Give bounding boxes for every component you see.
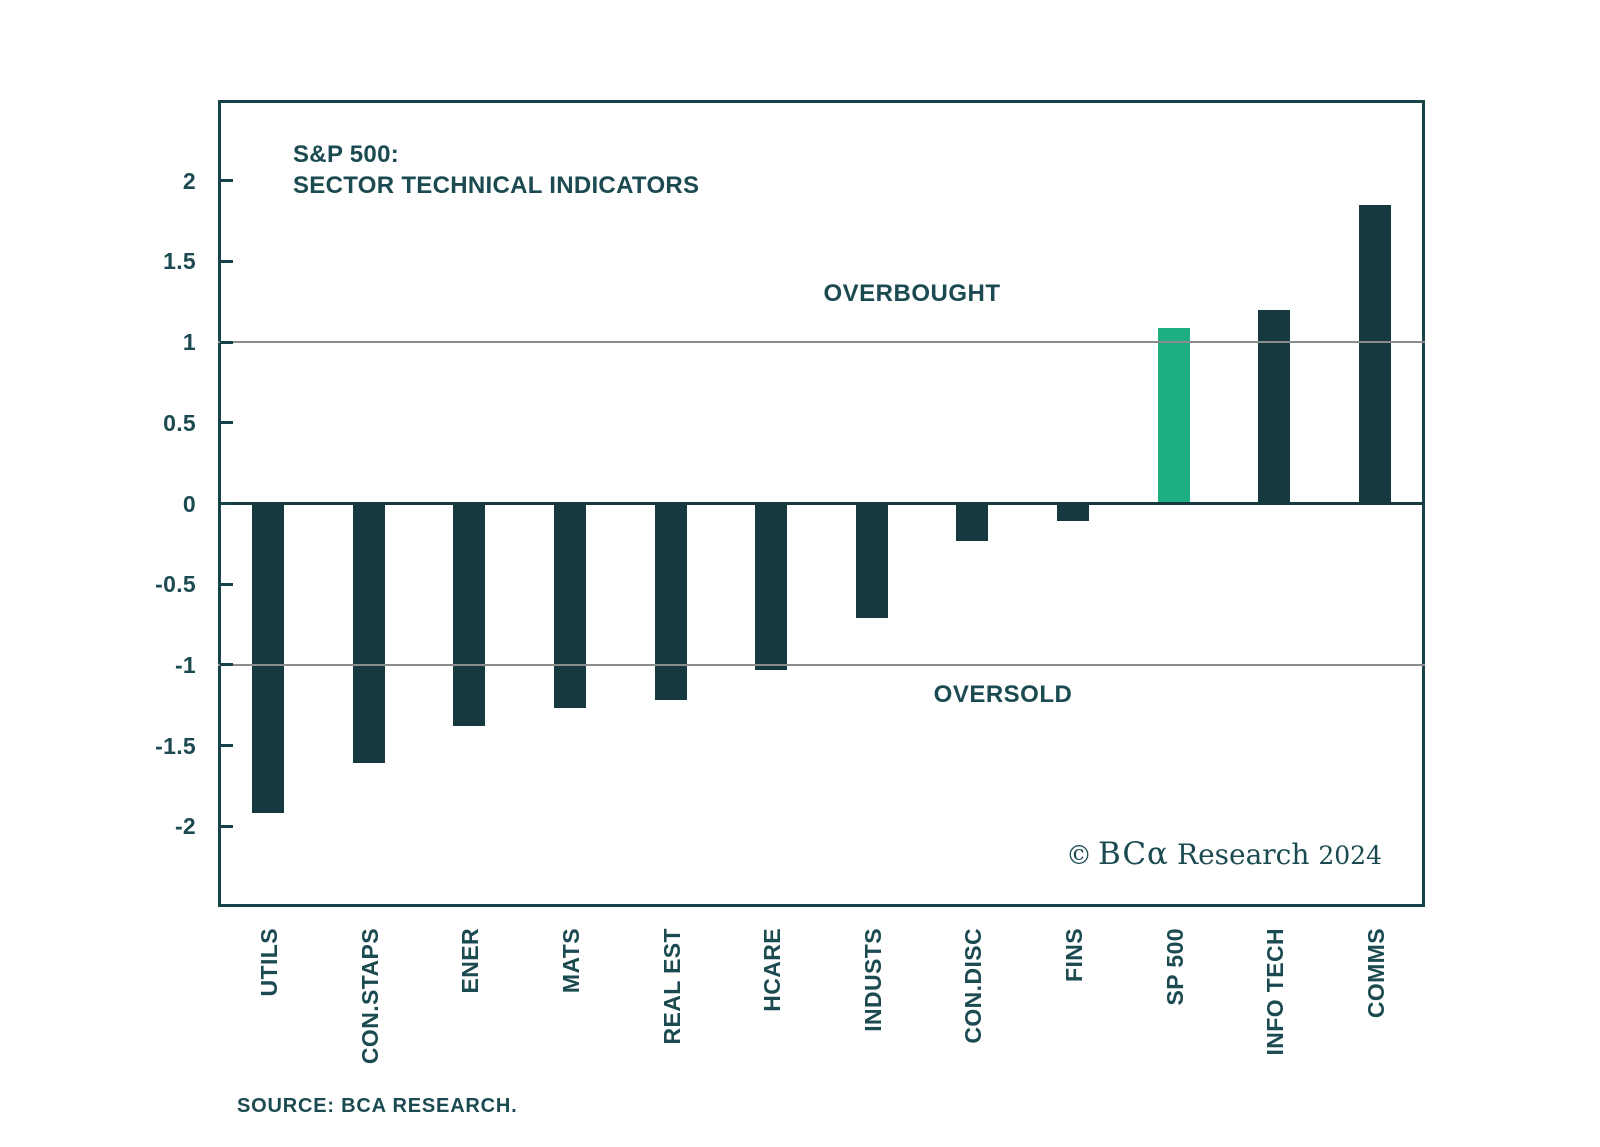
y-tick-0-5 — [220, 421, 233, 425]
x-label-ener: ENER — [457, 928, 484, 994]
chart-title-line1: S&P 500: — [293, 141, 400, 168]
bar-con-disc — [956, 503, 989, 541]
x-label-con-disc: CON.DISC — [960, 928, 987, 1044]
y-tick-1-5 — [220, 259, 233, 263]
y-tick-1 — [220, 340, 233, 344]
copyright-year: 2024 — [1318, 841, 1382, 870]
bar-ener — [453, 503, 486, 727]
gridline-minus-1 — [218, 663, 1425, 666]
oversold-label: OVERSOLD — [933, 681, 1073, 708]
y-tick-label-1: 1 — [182, 329, 196, 356]
y-tick-1 — [220, 663, 233, 667]
y-tick-label-0: 0 — [182, 490, 196, 517]
bar-info-tech — [1258, 309, 1291, 504]
source-note: SOURCE: BCA RESEARCH. — [237, 1095, 518, 1117]
x-label-real-est: REAL EST — [658, 928, 685, 1045]
y-tick-label-0-5: -0.5 — [155, 571, 196, 598]
zero-axis-line — [218, 502, 1425, 505]
x-label-utils: UTILS — [256, 928, 283, 997]
y-tick-label-1-5: -1.5 — [155, 732, 196, 759]
y-tick-0 — [220, 502, 233, 505]
x-label-fins: FINS — [1060, 928, 1087, 982]
copyright-symbol: © — [1065, 841, 1092, 871]
bar-hcare — [755, 503, 788, 670]
y-tick-2 — [220, 824, 233, 828]
copyright-notice: © BCα Research 2024 — [1066, 836, 1382, 872]
x-label-sp-500: SP 500 — [1161, 928, 1188, 1006]
chart-title-line2: SECTOR TECHNICAL INDICATORS — [293, 172, 700, 199]
bar-sp-500 — [1157, 327, 1190, 504]
bar-con-staps — [352, 503, 385, 764]
bar-fins — [1056, 503, 1089, 522]
x-label-info-tech: INFO TECH — [1262, 928, 1289, 1056]
x-label-con-staps: CON.STAPS — [356, 928, 383, 1065]
x-label-industs: INDUSTS — [859, 928, 886, 1032]
bar-real-est — [654, 503, 687, 701]
y-tick-label-1-5: 1.5 — [163, 248, 196, 275]
y-tick-2 — [220, 179, 233, 183]
chart-title: S&P 500: SECTOR TECHNICAL INDICATORS — [293, 139, 699, 201]
brand-name: Research — [1176, 838, 1310, 871]
bar-utils — [252, 503, 285, 814]
x-label-comms: COMMS — [1362, 928, 1389, 1019]
bar-mats — [554, 503, 587, 709]
x-label-mats: MATS — [558, 928, 585, 994]
gridline-1 — [218, 341, 1425, 344]
y-tick-label-1: -1 — [174, 651, 196, 678]
bar-industs — [855, 503, 888, 619]
y-tick-label-2: 2 — [182, 167, 196, 194]
y-tick-label-2: -2 — [174, 813, 196, 840]
bar-comms — [1358, 204, 1391, 504]
brand-logo-text: BCα — [1097, 836, 1169, 872]
y-tick-label-0-5: 0.5 — [163, 409, 196, 436]
overbought-label: OVERBOUGHT — [823, 280, 1001, 307]
y-tick-1-5 — [220, 744, 233, 748]
y-tick-0-5 — [220, 582, 233, 586]
x-label-hcare: HCARE — [759, 928, 786, 1012]
